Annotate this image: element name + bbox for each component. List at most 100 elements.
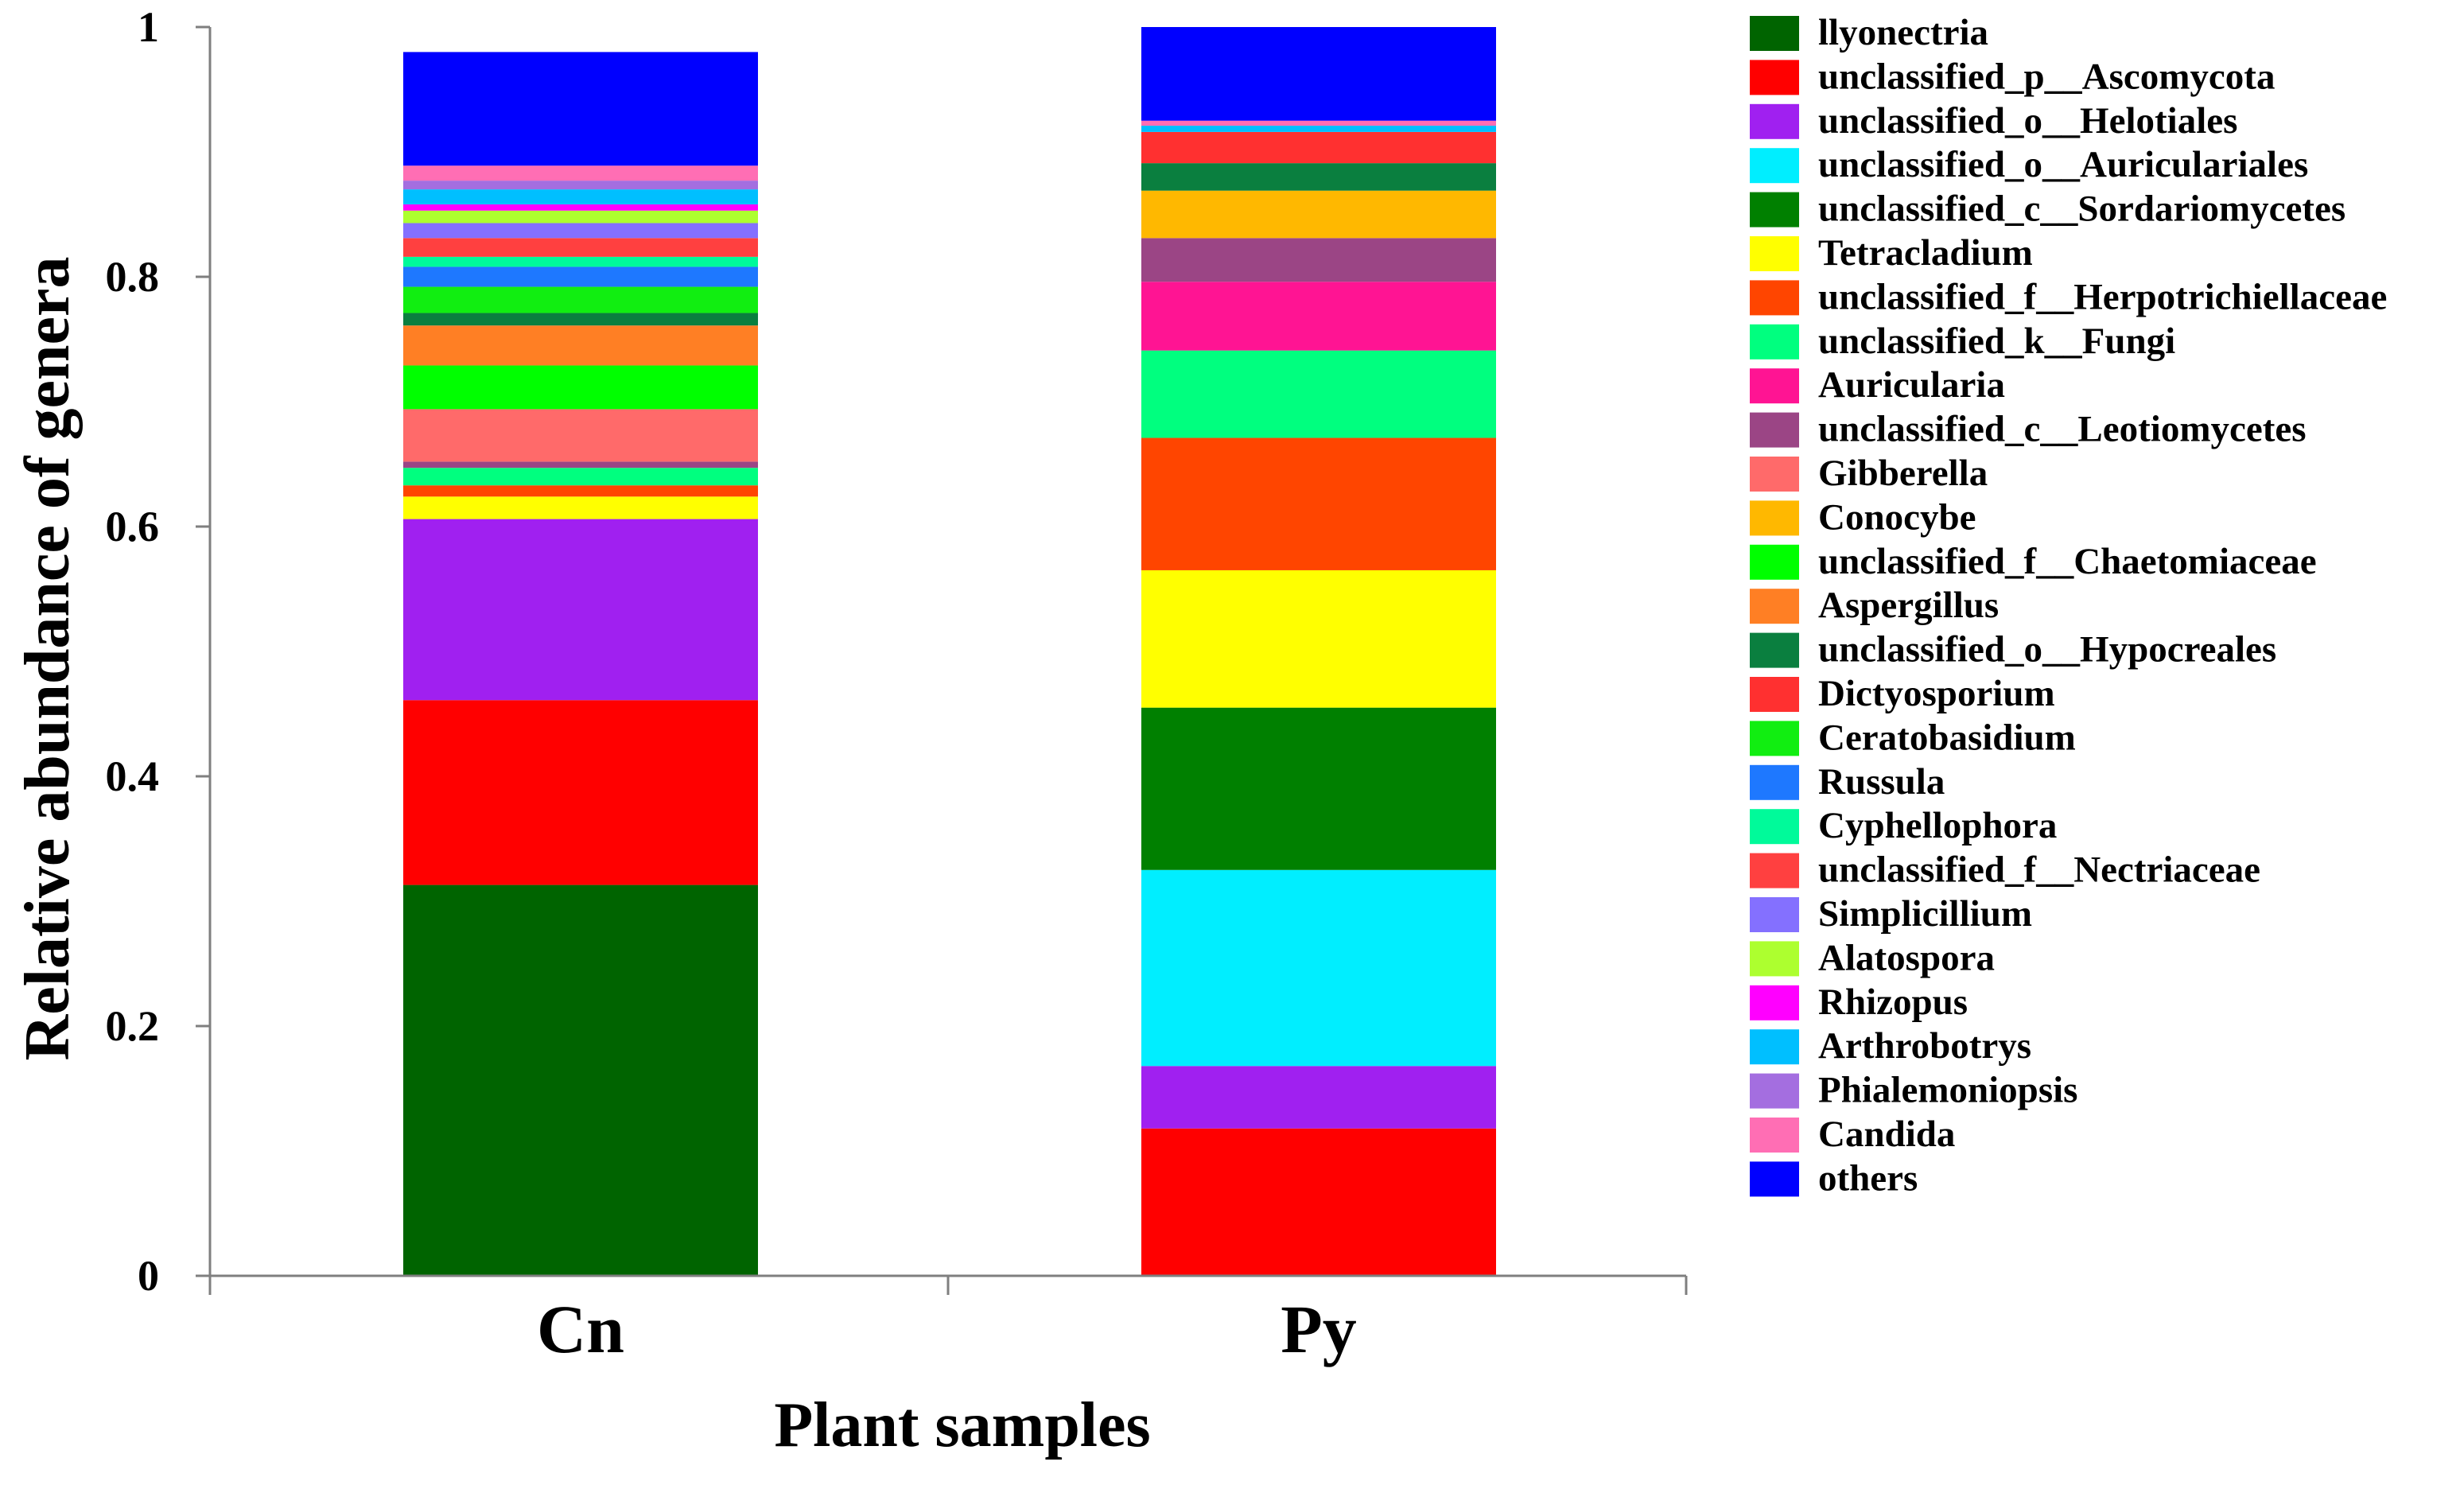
legend-item: unclassified_c__Sordariomycetes	[1750, 189, 2345, 230]
x-category-label: Cn	[537, 1291, 624, 1367]
legend-label: Conocybe	[1818, 496, 1976, 538]
legend-label: Alatospora	[1818, 937, 1995, 978]
bar-segment-cn-unclassified-o-hypocreales	[403, 313, 758, 326]
bar-segment-cn-simplicillium	[403, 223, 758, 239]
y-tick-label: 0.4	[106, 752, 160, 800]
legend-swatch	[1750, 1161, 1799, 1197]
legend-label: unclassified_p__Ascomycota	[1818, 56, 2275, 97]
bar-segment-cn-phialemoniopsis	[403, 181, 758, 190]
bar-segment-cn-unclassified-f-chaetomiaceae	[403, 365, 758, 410]
legend-item: llyonectria	[1750, 12, 1988, 53]
category-labels: Cn Py	[537, 1291, 1357, 1367]
legend-label: Rhizopus	[1818, 982, 1968, 1023]
y-tick-label: 1	[138, 3, 159, 51]
legend-item: unclassified_f__Nectriaceae	[1750, 849, 2260, 891]
legend-label: Phialemoniopsis	[1818, 1070, 2077, 1111]
ticks-layer: 0 0.2 0.4 0.6 0.8 1	[106, 3, 1688, 1300]
legend-swatch	[1750, 1073, 1799, 1109]
bar-segment-cn-arthrobotrys	[403, 189, 758, 204]
bar-segment-py-unclassified-f-herpotrichiellaceae	[1141, 437, 1496, 570]
bar-segment-py-tetracladium	[1141, 570, 1496, 708]
legend-swatch	[1750, 368, 1799, 404]
legend-item: Alatospora	[1750, 937, 1995, 978]
bar-segment-py-unclassified-c-sordariomycetes	[1141, 707, 1496, 870]
y-axis-title: Relative abundance of genera	[13, 256, 83, 1060]
legend-swatch	[1750, 941, 1799, 977]
bar-segment-cn-unclassified-k-fungi	[403, 468, 758, 486]
bar-segment-py-unclassified-c-leotiomycetes	[1141, 238, 1496, 282]
legend-swatch	[1750, 412, 1799, 448]
legend-label: unclassified_f__Chaetomiaceae	[1818, 541, 2317, 582]
bar-segment-py-auricularia	[1141, 282, 1496, 351]
bar-segment-py-dictyosporium	[1141, 131, 1496, 164]
x-category-label: Py	[1281, 1291, 1357, 1367]
legend-swatch	[1750, 985, 1799, 1020]
legend-swatch	[1750, 192, 1799, 227]
legend-label: Arthrobotrys	[1818, 1025, 2031, 1067]
legend-swatch	[1750, 280, 1799, 316]
legend: llyonectriaunclassified_p__Ascomycotaunc…	[1750, 12, 2387, 1199]
bar-segment-cn-alatospora	[403, 210, 758, 224]
bar-segment-cn-russula	[403, 266, 758, 287]
bar-segment-cn-llyonectria	[403, 884, 758, 1276]
bar-segment-py-conocybe	[1141, 190, 1496, 239]
bar-segment-py-unclassified-o-hypocreales	[1141, 163, 1496, 191]
bar-segment-cn-rhizopus	[403, 204, 758, 211]
bar-stack-py	[1141, 27, 1496, 1276]
legend-item: unclassified_o__Hypocreales	[1750, 629, 2276, 671]
legend-item: Aspergillus	[1750, 585, 1999, 626]
legend-item: Auricularia	[1750, 364, 2005, 406]
legend-item: Russula	[1750, 761, 1945, 803]
y-tick-label: 0.2	[106, 1002, 160, 1050]
legend-swatch	[1750, 632, 1799, 668]
legend-swatch	[1750, 897, 1799, 932]
bar-segment-py-others	[1141, 27, 1496, 121]
legend-item: unclassified_k__Fungi	[1750, 321, 2175, 362]
legend-label: Tetracladium	[1818, 232, 2033, 274]
legend-item: Dictyosporium	[1750, 673, 2055, 714]
legend-swatch	[1750, 1029, 1799, 1065]
legend-swatch	[1750, 500, 1799, 536]
bar-segment-cn-unclassified-f-herpotrichiellaceae	[403, 485, 758, 497]
bar-segment-cn-unclassified-f-nectriaceae	[403, 238, 758, 257]
bar-segment-cn-unclassified-c-leotiomycetes	[403, 461, 758, 468]
legend-label: Russula	[1818, 761, 1945, 803]
bar-stack-cn	[403, 52, 758, 1276]
legend-label: Aspergillus	[1818, 585, 1999, 626]
legend-item: unclassified_c__Leotiomycetes	[1750, 409, 2307, 450]
legend-swatch	[1750, 60, 1799, 95]
bar-segment-py-arthrobotrys	[1141, 126, 1496, 132]
legend-label: Cyphellophora	[1818, 805, 2057, 846]
legend-item: Simplicillium	[1750, 893, 2032, 935]
legend-swatch	[1750, 236, 1799, 271]
legend-swatch	[1750, 853, 1799, 888]
bar-segment-py-unclassified-k-fungi	[1141, 350, 1496, 438]
bar-segment-cn-gibberella	[403, 409, 758, 462]
legend-item: Cyphellophora	[1750, 805, 2057, 846]
bar-segment-py-unclassified-o-auriculariales	[1141, 869, 1496, 1067]
legend-item: unclassified_o__Helotiales	[1750, 100, 2237, 142]
legend-swatch	[1750, 457, 1799, 492]
legend-swatch	[1750, 764, 1799, 800]
bar-segment-cn-tetracladium	[403, 496, 758, 519]
legend-item: Ceratobasidium	[1750, 717, 2076, 758]
bar-segment-cn-ceratobasidium	[403, 286, 758, 313]
legend-swatch	[1750, 809, 1799, 845]
y-tick-label: 0	[138, 1252, 159, 1300]
legend-item: others	[1750, 1157, 1918, 1199]
legend-label: llyonectria	[1818, 12, 1988, 53]
bar-segment-cn-aspergillus	[403, 325, 758, 366]
legend-item: unclassified_p__Ascomycota	[1750, 56, 2275, 97]
legend-swatch	[1750, 148, 1799, 184]
legend-label: Simplicillium	[1818, 893, 2032, 935]
legend-label: Auricularia	[1818, 364, 2005, 406]
legend-swatch	[1750, 103, 1799, 139]
legend-swatch	[1750, 721, 1799, 756]
legend-item: unclassified_f__Herpotrichiellaceae	[1750, 276, 2387, 317]
bar-segment-cn-candida	[403, 165, 758, 181]
legend-item: Tetracladium	[1750, 232, 2033, 274]
legend-swatch	[1750, 324, 1799, 360]
bar-segment-cn-unclassified-p-ascomycota	[403, 700, 758, 885]
